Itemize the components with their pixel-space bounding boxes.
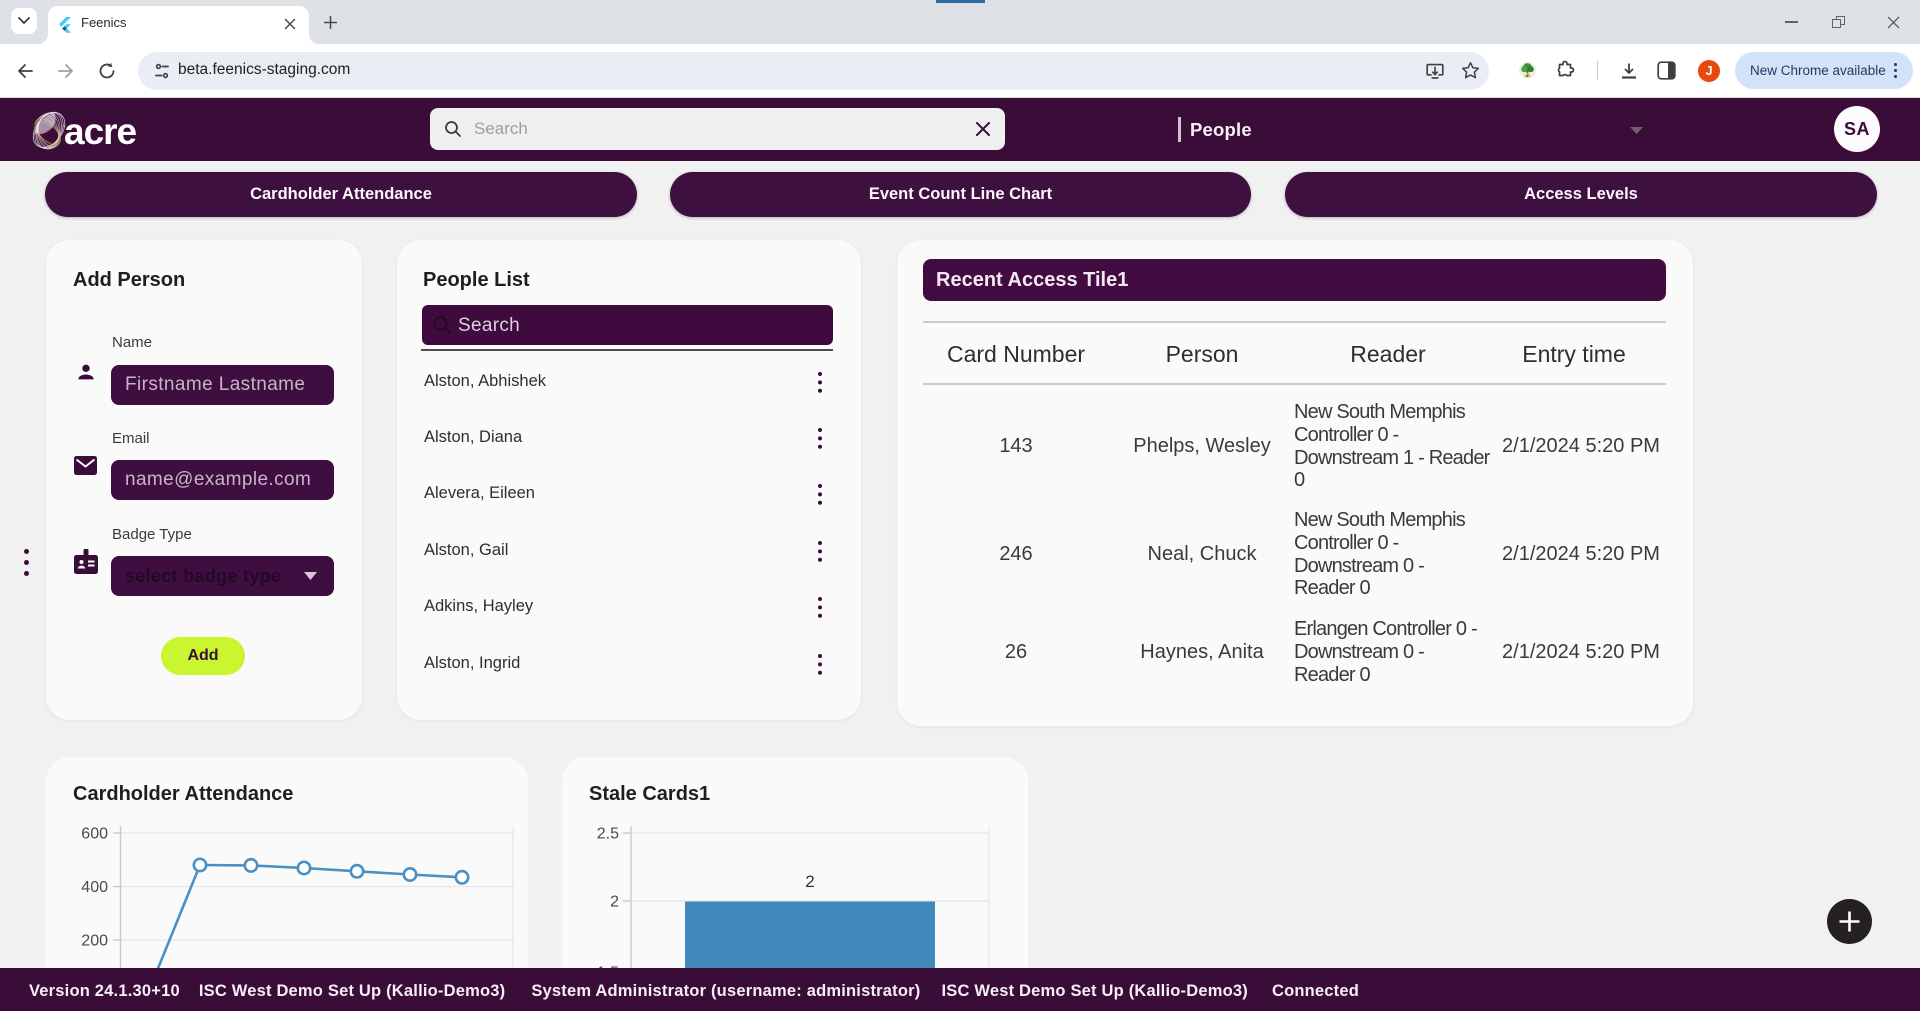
svg-text:600: 600 bbox=[81, 826, 108, 843]
svg-text:400: 400 bbox=[81, 879, 108, 896]
svg-text:2: 2 bbox=[805, 872, 814, 891]
svg-text:200: 200 bbox=[81, 933, 108, 950]
svg-text:2.5: 2.5 bbox=[597, 826, 619, 843]
svg-text:2: 2 bbox=[610, 894, 619, 911]
svg-text:acre: acre bbox=[64, 111, 137, 152]
svg-text:1.5: 1.5 bbox=[597, 965, 619, 969]
